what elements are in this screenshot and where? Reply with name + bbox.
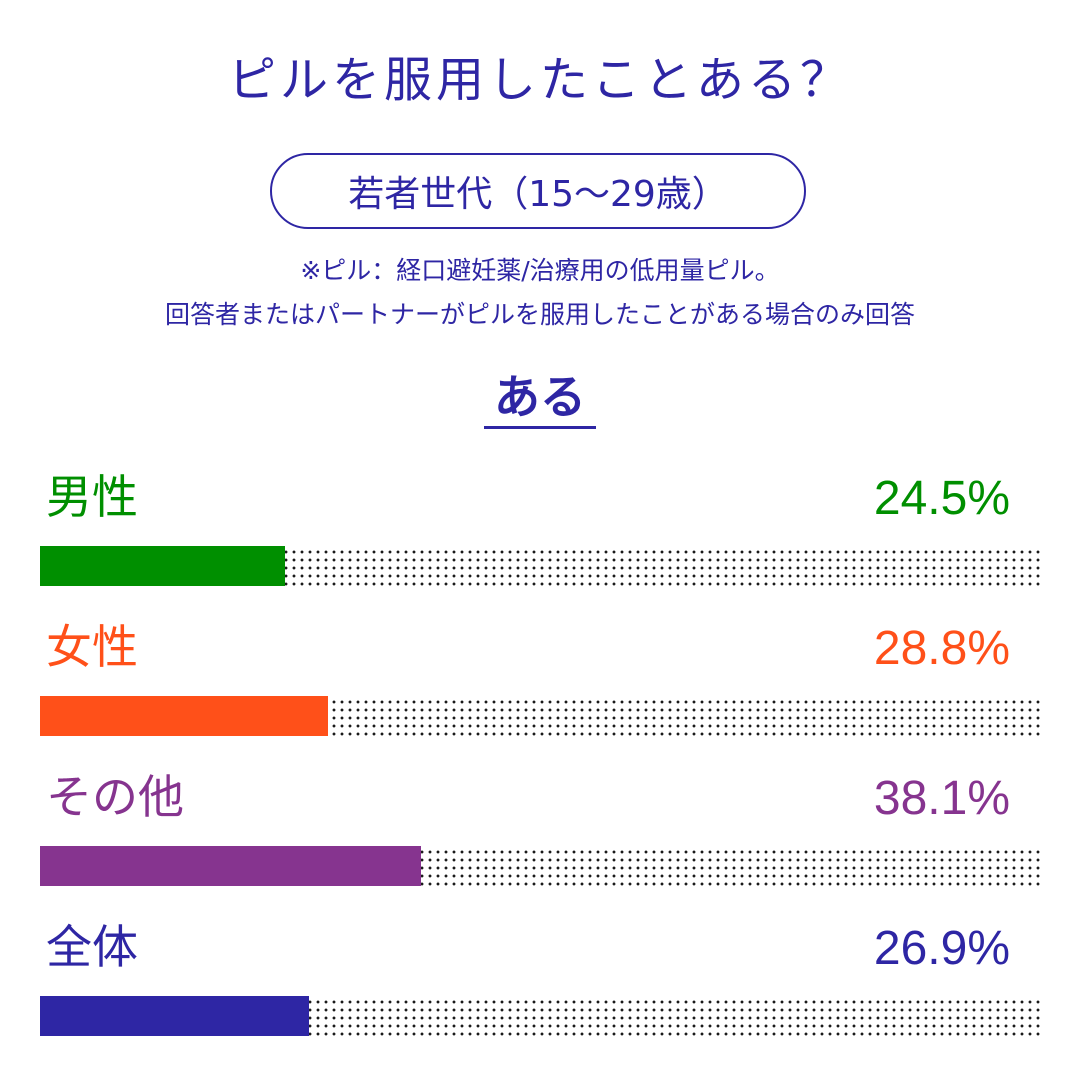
bar-track: [40, 696, 1040, 736]
bar-label: 全体: [46, 920, 138, 974]
age-group-label: 若者世代（15～29歳）: [348, 174, 728, 215]
bar-fill: [40, 696, 328, 736]
bar-label: 男性: [46, 470, 138, 524]
bar-row-female: 女性 28.8%: [0, 620, 1080, 740]
answer-heading-underline: [484, 426, 596, 429]
bar-track: [40, 996, 1040, 1036]
bar-fill: [40, 546, 285, 586]
bar-track: [40, 546, 1040, 586]
bar-track: [40, 846, 1040, 886]
bar-row-other: その他 38.1%: [0, 770, 1080, 890]
chart-title: ピルを服用したことある？: [227, 52, 852, 108]
answer-heading: ある: [494, 370, 586, 424]
bar-label: その他: [46, 770, 184, 824]
bar-value-label: 24.5%: [873, 472, 1010, 525]
bar-label: 女性: [46, 620, 138, 674]
footnote-scope: 回答者またはパートナーがピルを服用したことがある場合のみ回答: [164, 300, 915, 329]
bar-fill: [40, 846, 421, 886]
footnote-definition: ※ピル：経口避妊薬/治療用の低用量ピル。: [300, 256, 780, 285]
bar-value-label: 26.9%: [873, 922, 1010, 975]
bar-value-label: 28.8%: [873, 622, 1010, 675]
bar-row-overall: 全体 26.9%: [0, 920, 1080, 1040]
age-group-badge: 若者世代（15～29歳）: [270, 153, 806, 229]
bar-fill: [40, 996, 309, 1036]
bar-value-label: 38.1%: [873, 772, 1010, 825]
bar-row-male: 男性 24.5%: [0, 470, 1080, 590]
